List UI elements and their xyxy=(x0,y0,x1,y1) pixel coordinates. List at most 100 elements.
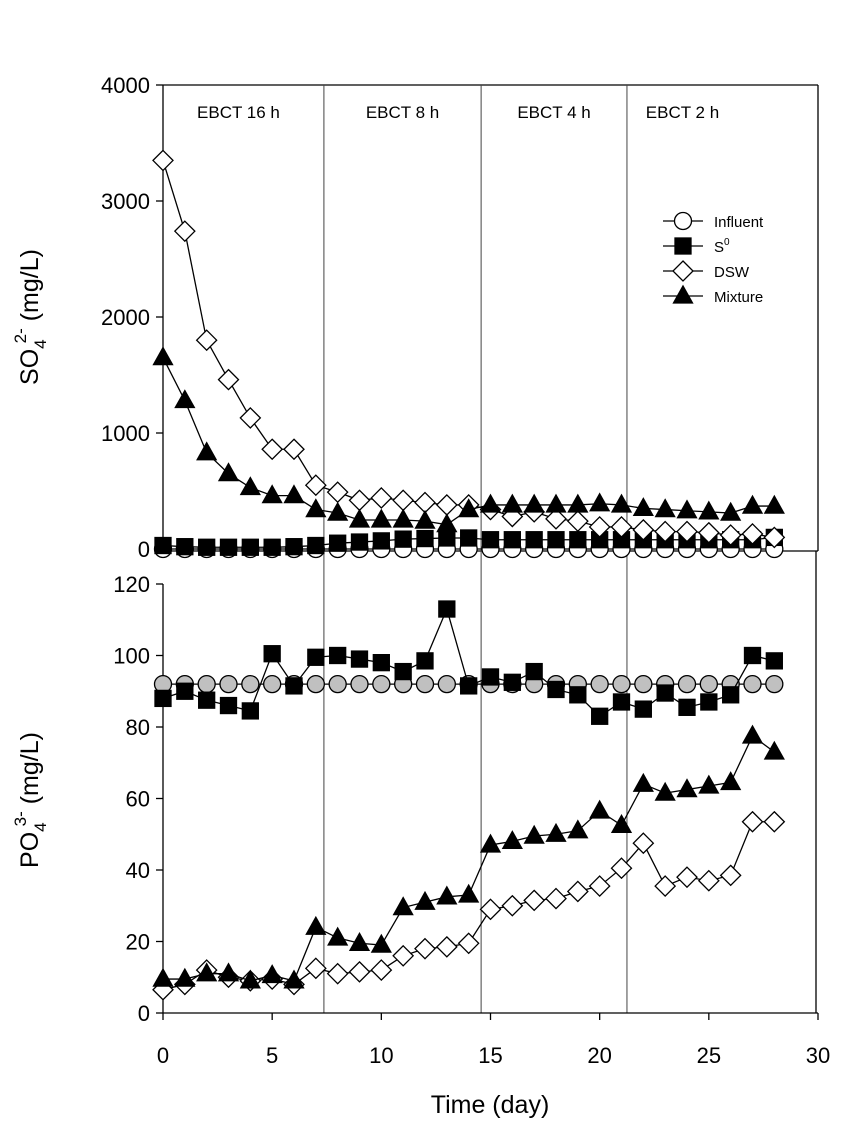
data-point-mixture xyxy=(261,484,283,504)
data-point-dsw xyxy=(566,880,589,903)
data-point-mixture xyxy=(763,740,785,760)
data-point-dsw xyxy=(435,935,458,958)
data-point-influent xyxy=(219,674,238,694)
data-point-s0 xyxy=(416,529,434,548)
data-point-dsw xyxy=(654,520,677,543)
data-point-dsw xyxy=(676,520,698,543)
data-point-mixture xyxy=(217,962,240,982)
data-point-dsw xyxy=(414,937,436,960)
data-point-s0 xyxy=(525,531,543,549)
y-tick-label: 40 xyxy=(126,858,150,883)
data-point-s0 xyxy=(656,684,674,702)
data-point-s0 xyxy=(547,531,565,549)
y-tick-label: 1000 xyxy=(101,421,150,446)
y-tick-label: 60 xyxy=(126,787,150,812)
data-point-s0 xyxy=(198,538,216,556)
data-point-influent xyxy=(699,674,718,694)
data-point-mixture xyxy=(654,781,676,801)
data-point-mixture xyxy=(610,813,633,833)
data-point-mixture xyxy=(589,492,611,512)
data-point-dsw xyxy=(741,810,764,833)
data-point-influent xyxy=(634,674,653,694)
data-point-dsw xyxy=(610,857,633,880)
data-point-mixture xyxy=(458,498,480,518)
legend-marker xyxy=(674,237,692,255)
data-point-mixture xyxy=(632,497,654,517)
data-point-mixture xyxy=(217,462,240,482)
data-point-dsw xyxy=(370,959,393,982)
legend-label: Mixture xyxy=(714,289,763,306)
data-point-mixture xyxy=(174,389,196,409)
data-point-mixture xyxy=(392,508,414,528)
data-point-s0 xyxy=(307,536,325,555)
data-point-mixture xyxy=(370,508,392,528)
data-point-s0 xyxy=(547,680,565,699)
data-point-s0 xyxy=(285,677,303,695)
data-point-mixture xyxy=(720,771,742,791)
period-label: EBCT 8 h xyxy=(366,103,439,122)
data-point-mixture xyxy=(632,772,654,792)
x-tick-label: 0 xyxy=(157,1043,169,1068)
data-point-dsw xyxy=(610,516,633,538)
data-point-s0 xyxy=(263,645,281,663)
data-point-s0 xyxy=(438,600,456,618)
sulfate-panel: 0 1000 2000 3000 4000 EBCT 16 h EBCT 8 h EBCT 4… xyxy=(101,73,819,1013)
x-tick-label: 10 xyxy=(369,1043,393,1068)
data-point-mixture xyxy=(676,778,698,798)
y-tick-label: 80 xyxy=(126,715,150,740)
data-point-s0 xyxy=(569,686,587,704)
data-point-influent xyxy=(372,674,391,694)
data-point-dsw xyxy=(763,810,786,833)
data-point-s0 xyxy=(307,648,325,666)
data-point-mixture xyxy=(348,508,371,528)
data-point-mixture xyxy=(567,819,589,839)
data-point-s0 xyxy=(525,662,543,681)
data-point-mixture xyxy=(523,824,545,844)
data-point-mixture xyxy=(545,493,567,513)
data-point-mixture xyxy=(414,509,436,529)
y-tick-label: 4000 xyxy=(101,73,150,98)
legend-marker xyxy=(672,284,694,304)
data-point-mixture xyxy=(523,493,545,513)
data-point-mixture xyxy=(720,501,742,521)
data-point-dsw xyxy=(173,220,196,243)
x-tick-label: 25 xyxy=(697,1043,721,1068)
x-tick-label: 30 xyxy=(806,1043,830,1068)
data-point-s0 xyxy=(372,654,390,672)
data-point-mixture xyxy=(567,493,589,513)
data-point-mixture xyxy=(174,967,196,987)
series-line-dsw xyxy=(162,821,775,991)
period-label: EBCT 4 h xyxy=(517,103,590,122)
legend-label: Influent xyxy=(714,214,764,231)
data-point-mixture xyxy=(589,799,611,819)
data-point-s0 xyxy=(481,668,500,686)
data-point-mixture xyxy=(501,493,523,513)
y-tick-label: 0 xyxy=(138,537,150,562)
data-point-dsw xyxy=(697,869,720,892)
data-point-mixture xyxy=(479,493,502,513)
data-point-s0 xyxy=(329,646,347,665)
data-point-mixture xyxy=(676,499,698,519)
data-point-dsw xyxy=(697,521,720,544)
data-point-mixture xyxy=(196,962,218,982)
data-point-influent xyxy=(612,674,631,694)
data-point-dsw xyxy=(239,407,262,429)
data-point-dsw xyxy=(283,438,305,461)
y-tick-label: 120 xyxy=(113,572,150,597)
data-point-mixture xyxy=(196,441,218,461)
data-point-influent xyxy=(263,674,282,694)
data-point-dsw xyxy=(545,887,567,910)
data-point-dsw xyxy=(479,898,502,921)
data-point-s0 xyxy=(241,702,259,720)
y-tick-label: 3000 xyxy=(101,189,150,214)
legend-marker xyxy=(673,211,693,231)
data-point-mixture xyxy=(458,883,480,903)
data-point-s0 xyxy=(503,531,521,549)
data-point-s0 xyxy=(219,696,238,715)
data-point-s0 xyxy=(634,700,652,718)
data-point-s0 xyxy=(372,532,390,550)
data-point-mixture xyxy=(348,931,371,951)
data-point-mixture xyxy=(654,498,676,518)
data-point-mixture xyxy=(239,969,261,989)
data-point-s0 xyxy=(481,531,500,549)
